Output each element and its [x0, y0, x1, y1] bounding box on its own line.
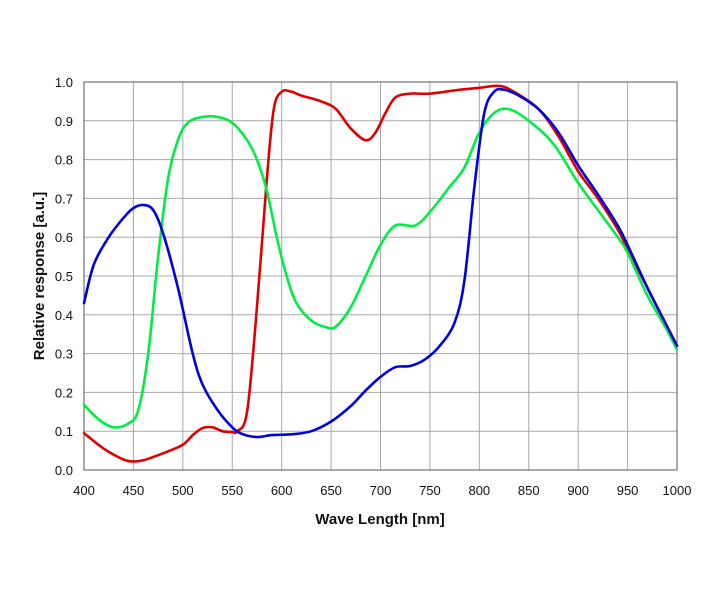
red-series-line: [82, 84, 679, 463]
x-tick-label: 900: [567, 483, 589, 498]
x-tick-label: 650: [320, 483, 342, 498]
y-tick-label: 0.1: [55, 424, 73, 439]
y-tick-label: 1.0: [55, 75, 73, 90]
y-tick-label: 0.4: [55, 308, 73, 323]
x-tick-label: 450: [123, 483, 145, 498]
x-tick-label: 1000: [663, 483, 692, 498]
grid: [83, 81, 678, 471]
x-tick-label: 500: [172, 483, 194, 498]
x-tick-label: 400: [73, 483, 95, 498]
x-tick-label: 700: [370, 483, 392, 498]
plot-frame: [83, 81, 678, 471]
y-tick-label: 0.2: [55, 385, 73, 400]
y-tick-label: 0.7: [55, 191, 73, 206]
y-tick-label: 0.9: [55, 114, 73, 129]
y-tick-label: 0.5: [55, 269, 73, 284]
x-tick-label: 950: [617, 483, 639, 498]
y-tick-label: 0.8: [55, 153, 73, 168]
y-axis-ticks: 0.0 0.1 0.2 0.3 0.4 0.5 0.6 0.7 0.8 0.9 1.0: [55, 75, 73, 478]
x-tick-label: 800: [468, 483, 490, 498]
x-axis-title: Wave Length [nm]: [315, 511, 444, 528]
y-tick-label: 0.0: [55, 463, 73, 478]
x-tick-label: 600: [271, 483, 293, 498]
blue-series-line: [82, 87, 679, 439]
x-tick-label: 550: [221, 483, 243, 498]
x-axis-ticks: 400 450 500 550 600 650 700 750 800 850 900 950 1000: [73, 483, 691, 498]
y-tick-label: 0.6: [55, 230, 73, 245]
green-series-line: [82, 107, 679, 429]
series-group: [82, 84, 679, 463]
y-tick-label: 0.3: [55, 347, 73, 362]
y-axis-title: Relative response [a.u.]: [31, 192, 48, 360]
x-tick-label: 850: [518, 483, 540, 498]
x-tick-label: 750: [419, 483, 441, 498]
